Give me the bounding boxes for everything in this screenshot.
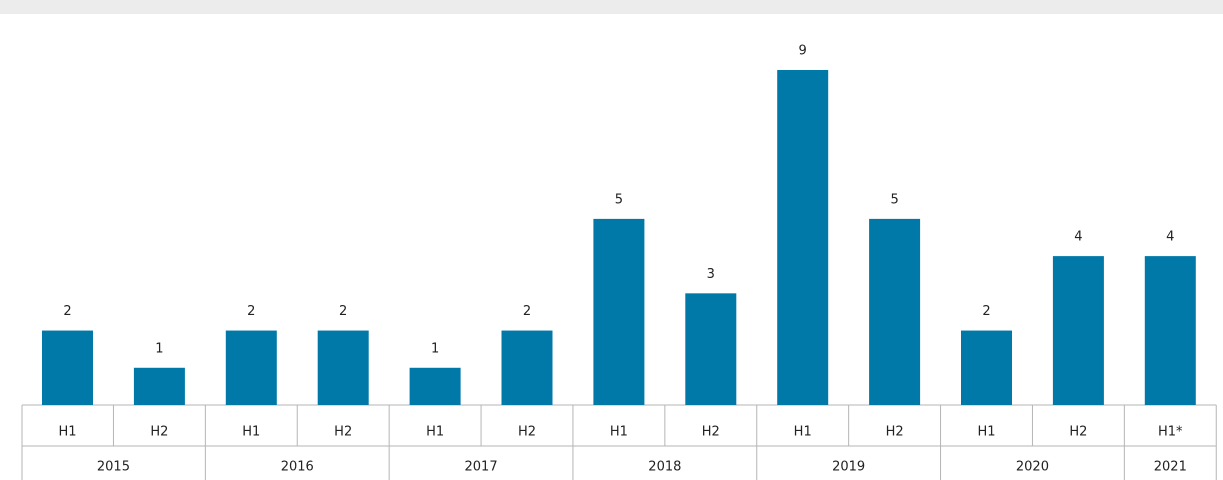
- bar: [317, 330, 369, 405]
- value-label: 2: [63, 304, 71, 319]
- x-tick-label: H2: [334, 425, 352, 440]
- x-tick-label: H1: [242, 425, 260, 440]
- x-tick-label: H2: [1069, 425, 1087, 440]
- x-tick-label: H2: [150, 425, 168, 440]
- value-label: 2: [523, 304, 531, 319]
- x-tick-label: H1: [58, 425, 76, 440]
- value-label: 2: [339, 304, 347, 319]
- bar: [1144, 256, 1196, 405]
- group-label: 2017: [465, 460, 498, 475]
- bar: [593, 218, 645, 405]
- value-label: 1: [155, 341, 163, 356]
- value-label: 2: [982, 304, 990, 319]
- x-tick-label: H2: [886, 425, 904, 440]
- x-tick-label: H1: [610, 425, 628, 440]
- x-tick-label: H2: [702, 425, 720, 440]
- x-tick-label: H1*: [1158, 425, 1183, 440]
- value-label: 2: [247, 304, 255, 319]
- group-label: 2016: [281, 460, 314, 475]
- x-tick-label: H1: [977, 425, 995, 440]
- group-label: 2021: [1154, 460, 1187, 475]
- x-tick-label: H1: [794, 425, 812, 440]
- bar: [42, 330, 93, 405]
- value-label: 5: [615, 192, 623, 207]
- value-label: 9: [799, 44, 807, 59]
- bar: [961, 330, 1012, 405]
- group-label: 2020: [1016, 460, 1049, 475]
- value-label: 3: [707, 267, 715, 282]
- bar: [869, 218, 921, 405]
- bar: [225, 330, 277, 405]
- bar: [685, 293, 737, 405]
- bar: [501, 330, 553, 405]
- group-label: 2018: [648, 460, 681, 475]
- value-label: 4: [1166, 230, 1174, 245]
- x-tick-label: H1: [426, 425, 444, 440]
- bar: [777, 70, 829, 405]
- value-label: 1: [431, 341, 439, 356]
- group-label: 2019: [832, 460, 865, 475]
- bar: [409, 367, 461, 405]
- group-label: 2015: [97, 460, 130, 475]
- bar: [1052, 256, 1104, 405]
- bar: [133, 367, 185, 405]
- x-tick-label: H2: [518, 425, 536, 440]
- value-label: 5: [890, 192, 898, 207]
- value-label: 4: [1074, 230, 1082, 245]
